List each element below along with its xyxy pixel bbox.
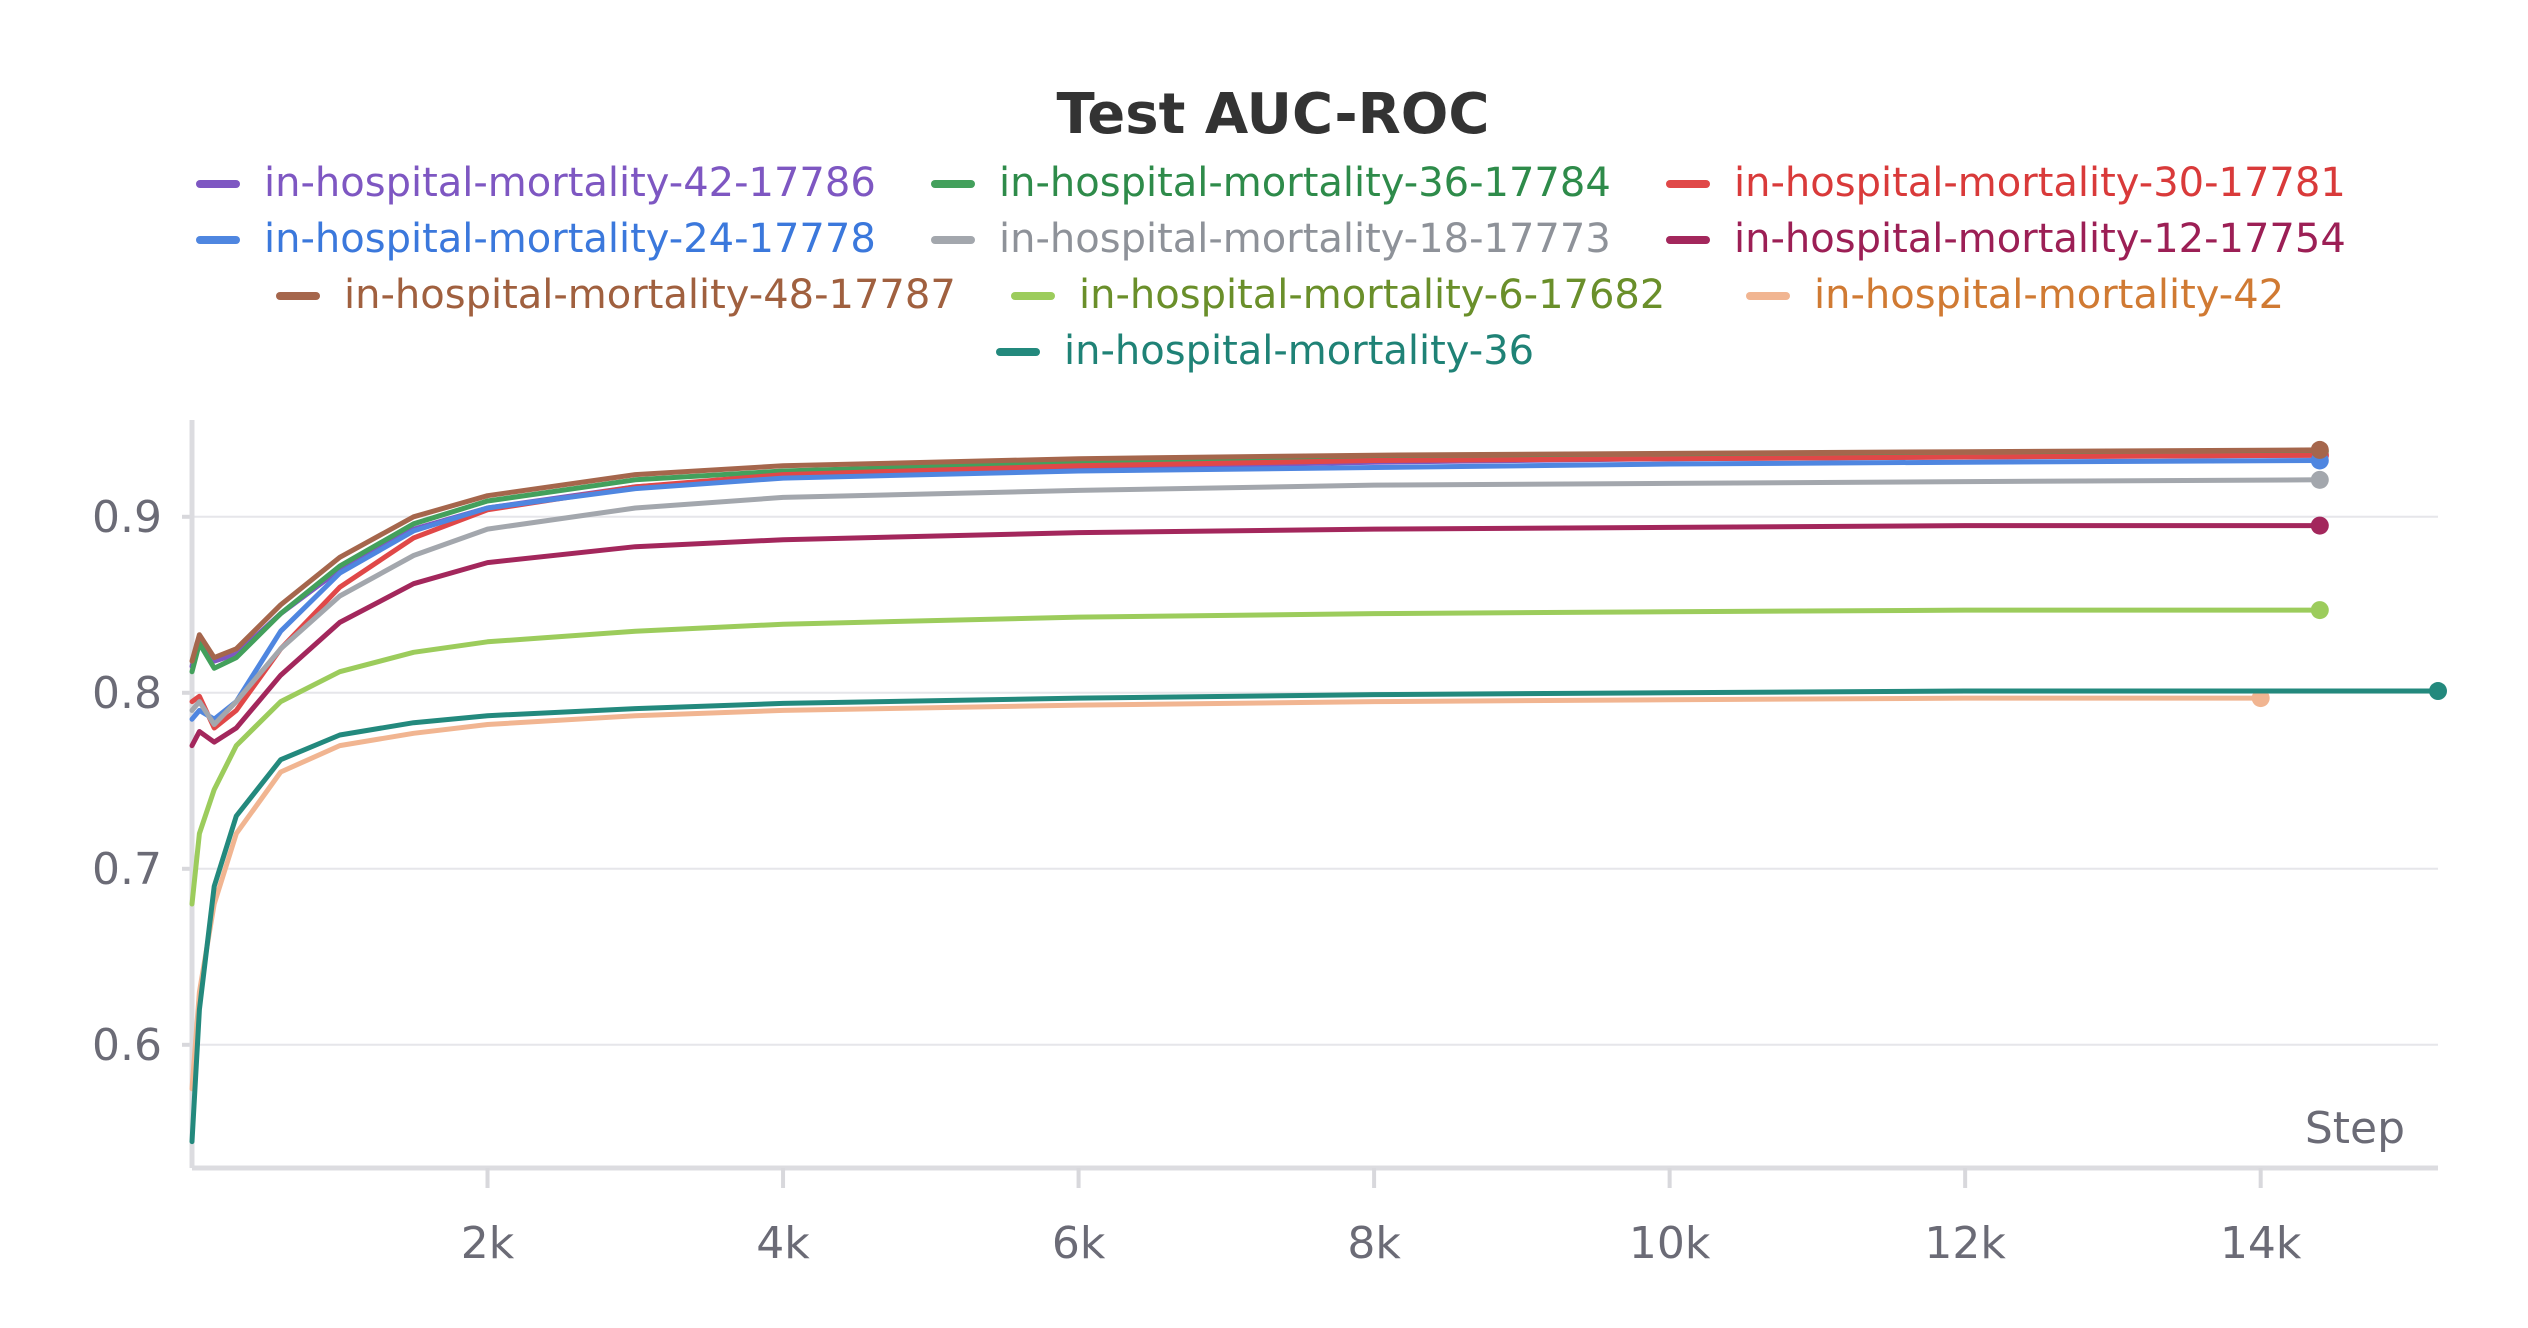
series-end-point[interactable] bbox=[2310, 470, 2329, 489]
x-tick-label: 10k bbox=[1629, 1218, 1711, 1269]
chart-grid bbox=[192, 515, 2438, 1046]
legend-label[interactable]: in-hospital-mortality-30-17781 bbox=[1734, 160, 2346, 206]
series-end-point[interactable] bbox=[2251, 689, 2270, 708]
legend-label[interactable]: in-hospital-mortality-24-17778 bbox=[264, 216, 876, 262]
legend-label[interactable]: in-hospital-mortality-48-17787 bbox=[344, 272, 956, 318]
series-end-point[interactable] bbox=[2310, 516, 2329, 535]
chart-legend: in-hospital-mortality-42-17786 in-hospita… bbox=[196, 160, 2346, 374]
series-line[interactable] bbox=[189, 477, 2323, 727]
legend-label[interactable]: in-hospital-mortality-6-17682 bbox=[1079, 272, 1665, 318]
series-end-point[interactable] bbox=[2310, 440, 2329, 459]
y-tick-label: 0.6 bbox=[92, 1020, 162, 1071]
chart-title: Test AUC-ROC bbox=[1057, 82, 1490, 147]
x-tick-label: 8k bbox=[1347, 1218, 1401, 1269]
y-tick-label: 0.9 bbox=[92, 492, 162, 543]
series-line[interactable] bbox=[189, 523, 2323, 749]
legend-label[interactable]: in-hospital-mortality-42 bbox=[1814, 272, 2284, 318]
legend-label[interactable]: in-hospital-mortality-36 bbox=[1064, 328, 1534, 374]
series-line[interactable] bbox=[189, 695, 2264, 1092]
chart-series bbox=[189, 440, 2447, 1145]
legend-label[interactable]: in-hospital-mortality-36-17784 bbox=[999, 160, 1611, 206]
x-tick-label: 4k bbox=[756, 1218, 810, 1269]
series-end-point[interactable] bbox=[2310, 601, 2329, 620]
series-end-point[interactable] bbox=[2429, 682, 2447, 701]
series-line[interactable] bbox=[189, 607, 2323, 907]
chart-axes: 0.6 0.7 0.8 0.9 2k 4k 6k 8k 10k 12k 14k bbox=[92, 420, 2438, 1269]
legend-label[interactable]: in-hospital-mortality-18-17773 bbox=[999, 216, 1611, 262]
x-tick-label: 6k bbox=[1052, 1218, 1106, 1269]
legend-label[interactable]: in-hospital-mortality-42-17786 bbox=[264, 160, 876, 206]
series-line[interactable] bbox=[189, 688, 2441, 1145]
x-tick-label: 2k bbox=[461, 1218, 515, 1269]
x-tick-label: 12k bbox=[1924, 1218, 2006, 1269]
y-tick-label: 0.8 bbox=[92, 668, 162, 719]
x-tick-label: 14k bbox=[2220, 1218, 2302, 1269]
legend-label[interactable]: in-hospital-mortality-12-17754 bbox=[1734, 216, 2346, 262]
y-tick-label: 0.7 bbox=[92, 844, 162, 895]
series-line[interactable] bbox=[189, 447, 2323, 664]
x-axis-title: Step bbox=[2305, 1103, 2405, 1154]
